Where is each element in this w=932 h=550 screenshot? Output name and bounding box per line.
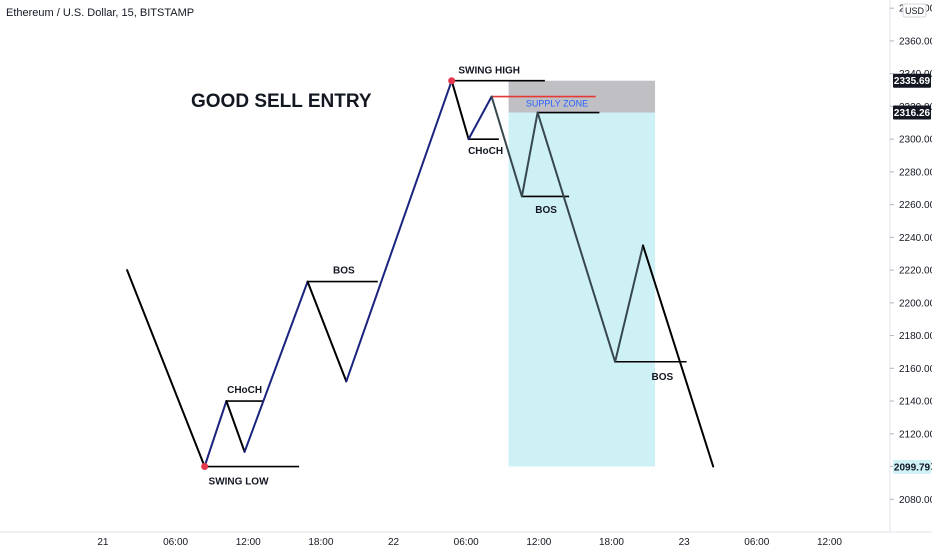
annotation-label: BOS (535, 205, 557, 216)
price-tick-label: 2260.00 (899, 200, 932, 211)
time-tick-label: 06:00 (454, 537, 479, 548)
price-tick-labels: 2080.002100.002120.002140.002160.002180.… (890, 4, 932, 506)
currency-box (902, 3, 927, 18)
time-tick-labels: 21 06:00 12:00 18:00 22 06:00 12:00 18:00 23 06:0… (97, 537, 842, 548)
price-leg-3 (243, 280, 309, 453)
time-tick-label: 18:00 (308, 537, 333, 548)
price-badge-label: 2316.26 (894, 108, 931, 119)
time-tick-label: 06:00 (163, 537, 188, 548)
time-tick-label: 06:00 (744, 537, 769, 548)
price-tick-label: 2160.00 (899, 364, 932, 375)
supply-zone-label: SUPPLY ZONE (526, 98, 588, 108)
price-tick-label: 2220.00 (899, 266, 932, 277)
swing-high-dot (448, 77, 456, 85)
price-axis[interactable]: 2080.002100.002120.002140.002160.002180.… (889, 0, 932, 532)
price-tick-label: 2280.00 (899, 167, 932, 178)
annotation-label: BOS (333, 265, 355, 276)
price-badges: 2335.69 2316.26 2099.79 (893, 73, 931, 474)
price-leg-2 (225, 400, 246, 453)
levels-layer (204, 79, 687, 468)
price-tick-label: 2140.00 (899, 397, 932, 408)
price-leg-4 (306, 280, 348, 383)
price-badge-label: 2099.79 (894, 462, 931, 473)
price-leg-8 (490, 95, 523, 198)
annotation-label: BOS (652, 372, 674, 383)
chart-title: GOOD SELL ENTRY (191, 91, 372, 112)
price-leg-10 (536, 111, 617, 363)
price-leg-1 (203, 400, 228, 468)
target-zone-box (508, 112, 656, 467)
series-layer (126, 79, 715, 468)
pivots-layer (201, 77, 456, 471)
time-tick-label: 23 (679, 537, 691, 548)
price-tick-label: 2200.00 (899, 298, 932, 309)
price-badge-label: 2335.69 (894, 76, 931, 87)
annotation-label: SWING LOW (209, 477, 270, 488)
time-tick-label: 22 (388, 537, 400, 548)
price-leg-9 (520, 111, 539, 198)
price-tick-label: 2240.00 (899, 233, 932, 244)
price-tick-label: 2180.00 (899, 331, 932, 342)
currency-label: USD (905, 6, 925, 16)
time-tick-label: 12:00 (526, 537, 551, 548)
zones-layer (508, 80, 656, 467)
price-leg-5 (345, 79, 453, 383)
price-leg-6 (450, 79, 470, 141)
time-tick-label: 12:00 (817, 537, 842, 548)
price-badge (893, 105, 931, 120)
time-tick-label: 21 (97, 537, 109, 548)
annotations-layer: SWING LOW CHoCH BOS SWING HIGH CHoCH BOS BOS SU… (209, 66, 674, 488)
swing-low-dot (201, 463, 209, 471)
symbol-title: Ethereum / U.S. Dollar, 15, BITSTAMP (6, 7, 194, 19)
annotation-label: SWING HIGH (458, 66, 520, 77)
price-leg-0 (126, 269, 206, 468)
annotation-label: CHoCH (468, 146, 503, 157)
price-leg-11 (614, 244, 644, 363)
price-leg-7 (467, 95, 493, 141)
price-badge (893, 459, 931, 474)
price-tick-label: 2360.00 (899, 36, 932, 47)
price-badge (893, 73, 931, 88)
price-leg-12 (642, 244, 715, 468)
time-axis[interactable]: 21 06:00 12:00 18:00 22 06:00 12:00 18:00 23 06:0… (0, 531, 932, 548)
price-tick-label: 2080.00 (899, 495, 932, 506)
time-tick-label: 12:00 (236, 537, 261, 548)
time-tick-label: 18:00 (599, 537, 624, 548)
price-tick-label: 2300.00 (899, 135, 932, 146)
annotation-label: CHoCH (227, 385, 262, 396)
price-tick-label: 2120.00 (899, 429, 932, 440)
